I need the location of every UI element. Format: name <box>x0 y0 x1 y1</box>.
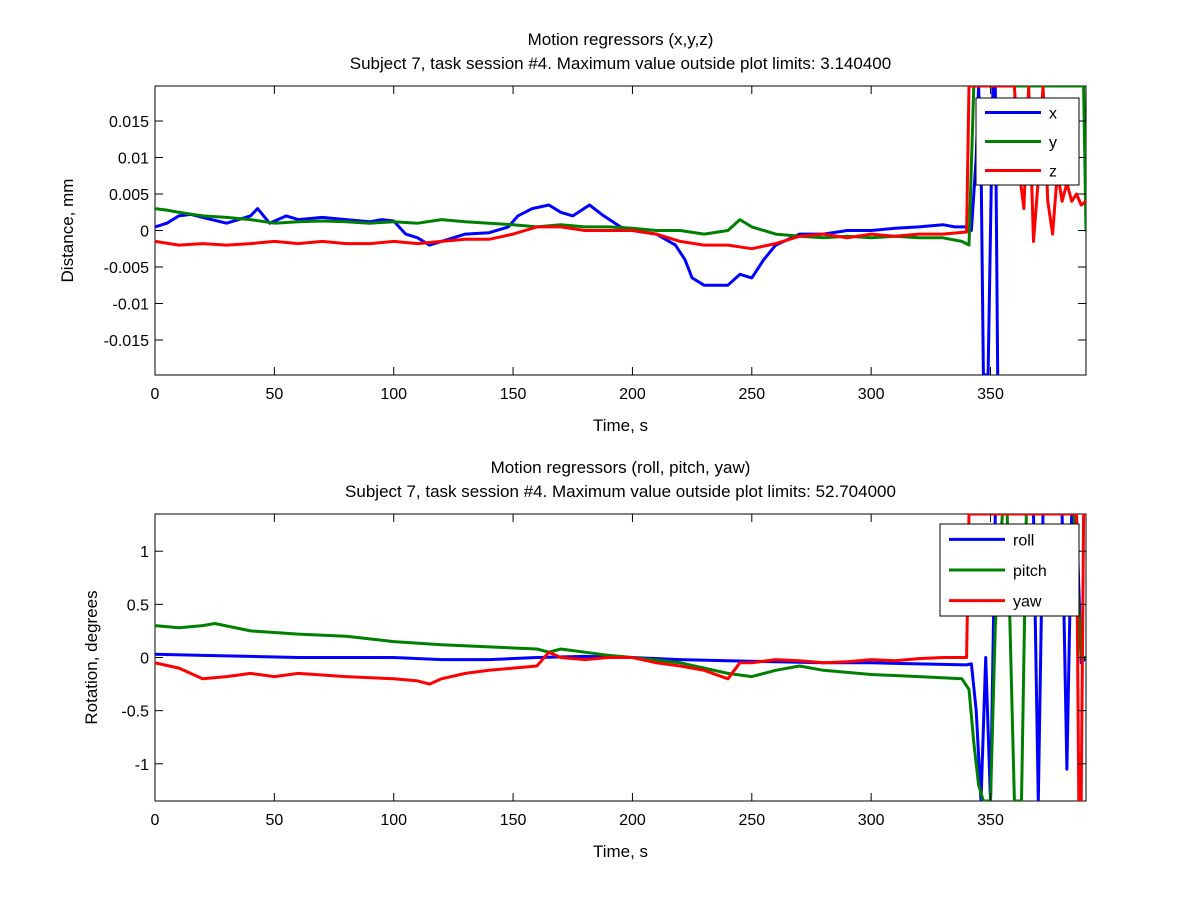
legend: roll pitch yaw <box>939 523 1080 617</box>
x-tick-label: 100 <box>380 812 407 829</box>
x-tick-label: 250 <box>738 812 765 829</box>
chart-title: Motion regressors (x,y,z) <box>528 30 714 49</box>
x-tick-label: 50 <box>265 386 283 403</box>
series-group <box>155 514 1086 801</box>
legend-label-z: z <box>1049 164 1057 181</box>
y-tick-label: 0.01 <box>118 151 149 168</box>
rotation-plot: Motion regressors (roll, pitch, yaw) Subj… <box>82 458 1087 861</box>
y-tick-label: -0.01 <box>113 296 150 313</box>
x-tick-label: 100 <box>380 386 407 403</box>
legend-label-roll: roll <box>1013 532 1034 549</box>
x-tick-label: 300 <box>858 812 885 829</box>
x-tick-label: 0 <box>151 386 160 403</box>
chart-subtitle: Subject 7, task session #4. Maximum valu… <box>350 54 891 73</box>
x-axis-label: Time, s <box>593 842 648 861</box>
x-tick-label: 300 <box>858 386 885 403</box>
legend-label-yaw: yaw <box>1013 594 1042 611</box>
legend: xyz <box>975 97 1080 186</box>
chart-title: Motion regressors (roll, pitch, yaw) <box>491 458 751 477</box>
chart-subtitle: Subject 7, task session #4. Maximum valu… <box>345 482 896 501</box>
y-tick-label: -0.5 <box>121 704 149 721</box>
y-tick-label: 0.005 <box>109 187 149 204</box>
y-tick-label: -0.015 <box>104 333 149 350</box>
y-tick-label: 0.015 <box>109 114 149 131</box>
series-line-pitch <box>155 514 1086 801</box>
y-tick-label: 0.5 <box>127 597 149 614</box>
x-tick-label: 250 <box>738 386 765 403</box>
y-axis-label: Distance, mm <box>58 179 77 283</box>
x-tick-label: 50 <box>265 812 283 829</box>
x-tick-label: 350 <box>977 812 1004 829</box>
y-axis-label: Rotation, degrees <box>82 590 101 724</box>
series-line-y <box>155 86 1086 247</box>
x-tick-label: 200 <box>619 812 646 829</box>
series-line-roll <box>155 514 1086 801</box>
legend-label-y: y <box>1049 135 1057 152</box>
x-tick-label: 150 <box>500 812 527 829</box>
legend-label-pitch: pitch <box>1013 563 1047 580</box>
legend-label-x: x <box>1049 106 1057 123</box>
y-tick-label: -0.005 <box>104 260 149 277</box>
x-axis-label: Time, s <box>593 416 648 435</box>
y-tick-label: 0 <box>140 651 149 668</box>
x-tick-label: 150 <box>500 386 527 403</box>
y-tick-label: -1 <box>135 757 149 774</box>
translation-plot: Motion regressors (x,y,z) Subject 7, task… <box>58 30 1087 435</box>
series-line-yaw <box>155 514 1086 801</box>
y-tick-label: 1 <box>140 544 149 561</box>
x-tick-label: 0 <box>151 812 160 829</box>
x-tick-label: 350 <box>977 386 1004 403</box>
y-tick-label: 0 <box>140 224 149 241</box>
x-tick-label: 200 <box>619 386 646 403</box>
